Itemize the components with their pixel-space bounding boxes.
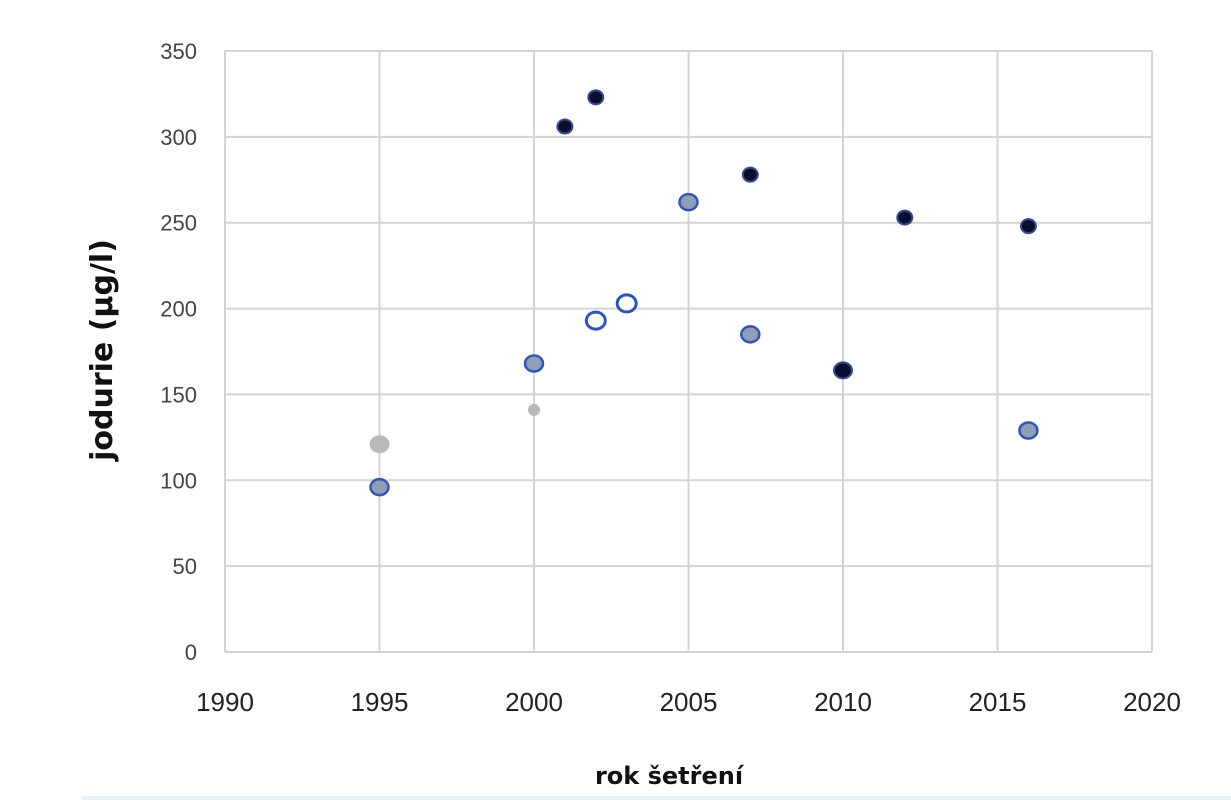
y-tick-label: 150 <box>160 382 197 407</box>
data-point-open-circle <box>615 293 638 314</box>
x-axis-title: rok šetření <box>595 762 745 790</box>
data-point-black-filled <box>833 361 853 380</box>
y-axis-ticks: 0 50 100 150 200 250 300 350 <box>160 39 197 665</box>
data-point-black-filled <box>587 89 605 106</box>
data-point-black-filled <box>1019 218 1037 235</box>
x-tick-label: 1995 <box>351 687 409 717</box>
y-tick-label: 100 <box>160 468 197 493</box>
y-tick-label: 350 <box>160 39 197 64</box>
data-point-blue-grey-filled <box>1018 421 1039 440</box>
bottom-strip <box>82 796 1231 800</box>
data-point-open-circle <box>584 310 607 331</box>
data-point-light-grey <box>369 435 390 454</box>
data-point-blue-grey-filled <box>369 477 390 497</box>
data-point-black-filled <box>741 166 759 183</box>
gridlines <box>224 50 1153 653</box>
y-axis-title: jodurie (µg/l) <box>85 239 120 462</box>
x-tick-label: 2020 <box>1123 687 1181 717</box>
x-tick-label: 1990 <box>196 687 254 717</box>
x-tick-label: 2010 <box>814 687 872 717</box>
x-tick-label: 2015 <box>969 687 1027 717</box>
data-point-black-filled <box>556 118 574 135</box>
y-tick-label: 50 <box>173 554 197 579</box>
data-point-blue-grey-filled <box>678 192 699 212</box>
x-tick-label: 2005 <box>660 687 718 717</box>
data-point-black-filled <box>896 209 914 226</box>
data-point-blue-grey-filled <box>740 325 761 344</box>
y-tick-label: 200 <box>160 297 197 322</box>
data-point-light-grey <box>528 403 540 416</box>
y-tick-label: 0 <box>185 640 197 665</box>
data-point-blue-grey-filled <box>523 354 545 373</box>
y-tick-label: 300 <box>160 125 197 150</box>
x-tick-label: 2000 <box>505 687 563 717</box>
data-points <box>369 89 1039 497</box>
x-axis-ticks: 1990 1995 2000 2005 2010 2015 2020 <box>196 687 1181 717</box>
y-tick-label: 250 <box>160 211 197 236</box>
